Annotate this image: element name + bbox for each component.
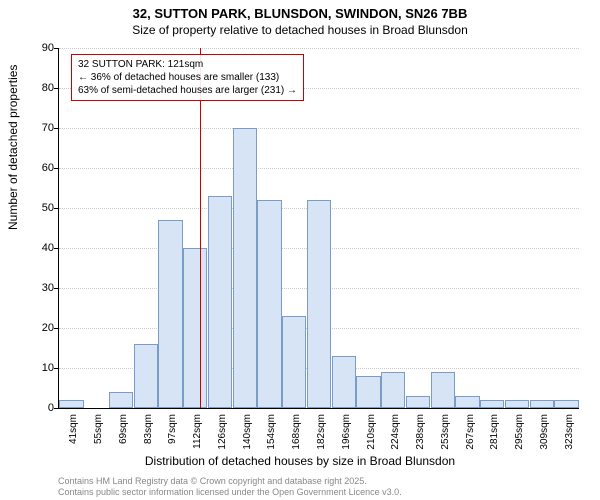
x-tick-label: 309sqm: [539, 414, 550, 450]
x-tick-label: 168sqm: [291, 414, 302, 450]
x-tick-label: 323sqm: [564, 414, 575, 450]
plot-area: 32 SUTTON PARK: 121sqm ← 36% of detached…: [58, 48, 579, 409]
x-tick-label: 267sqm: [465, 414, 476, 450]
annotation-line1: 32 SUTTON PARK: 121sqm: [78, 58, 297, 71]
y-tick: [54, 208, 59, 209]
x-tick-label: 295sqm: [514, 414, 525, 450]
annotation-line3: 63% of semi-detached houses are larger (…: [78, 84, 297, 97]
histogram-bar: [381, 372, 405, 408]
y-tick-label: 40: [30, 242, 54, 254]
y-tick-label: 30: [30, 282, 54, 294]
y-tick-label: 90: [30, 42, 54, 54]
y-tick-label: 80: [30, 82, 54, 94]
histogram-bar: [431, 372, 455, 408]
y-axis-label: Number of detached properties: [6, 65, 20, 230]
histogram-bar: [455, 396, 479, 408]
histogram-bar: [307, 200, 331, 408]
y-tick: [54, 88, 59, 89]
histogram-bar: [282, 316, 306, 408]
y-tick-label: 50: [30, 202, 54, 214]
histogram-bar: [257, 200, 281, 408]
x-tick-label: 196sqm: [341, 414, 352, 450]
histogram-bar: [183, 248, 207, 408]
histogram-bar: [59, 400, 83, 408]
y-tick: [54, 288, 59, 289]
x-tick-label: 69sqm: [118, 414, 129, 444]
title-main: 32, SUTTON PARK, BLUNSDON, SWINDON, SN26…: [0, 0, 600, 21]
footer-line2: Contains public sector information licen…: [58, 487, 402, 498]
reference-line: [200, 48, 201, 408]
histogram-bar: [505, 400, 529, 408]
histogram-bar: [134, 344, 158, 408]
gridline: [59, 168, 579, 170]
histogram-bar: [208, 196, 232, 408]
x-axis-label: Distribution of detached houses by size …: [0, 454, 600, 468]
title-sub: Size of property relative to detached ho…: [0, 21, 600, 37]
y-tick-label: 10: [30, 362, 54, 374]
y-tick: [54, 368, 59, 369]
histogram-bar: [233, 128, 257, 408]
histogram-bar: [554, 400, 578, 408]
histogram-bar: [530, 400, 554, 408]
histogram-bar: [158, 220, 182, 408]
y-tick: [54, 168, 59, 169]
chart-container: 32, SUTTON PARK, BLUNSDON, SWINDON, SN26…: [0, 0, 600, 500]
y-tick-label: 70: [30, 122, 54, 134]
x-tick-label: 210sqm: [366, 414, 377, 450]
x-tick-label: 55sqm: [93, 414, 104, 444]
x-tick-label: 126sqm: [217, 414, 228, 450]
y-tick: [54, 408, 59, 409]
histogram-bar: [356, 376, 380, 408]
y-tick: [54, 248, 59, 249]
histogram-bar: [406, 396, 430, 408]
y-tick-label: 0: [30, 402, 54, 414]
x-tick-label: 281sqm: [489, 414, 500, 450]
x-tick-label: 83sqm: [143, 414, 154, 444]
footer: Contains HM Land Registry data © Crown c…: [58, 476, 402, 498]
x-tick-label: 97sqm: [167, 414, 178, 444]
annotation-line2: ← 36% of detached houses are smaller (13…: [78, 71, 297, 84]
x-tick-label: 253sqm: [440, 414, 451, 450]
x-tick-label: 154sqm: [266, 414, 277, 450]
histogram-bar: [332, 356, 356, 408]
histogram-bar: [480, 400, 504, 408]
annotation-box: 32 SUTTON PARK: 121sqm ← 36% of detached…: [71, 54, 304, 101]
x-tick-label: 140sqm: [242, 414, 253, 450]
gridline: [59, 48, 579, 50]
y-tick-label: 20: [30, 322, 54, 334]
footer-line1: Contains HM Land Registry data © Crown c…: [58, 476, 402, 487]
x-tick-label: 238sqm: [415, 414, 426, 450]
histogram-bar: [109, 392, 133, 408]
y-tick-label: 60: [30, 162, 54, 174]
x-tick-label: 182sqm: [316, 414, 327, 450]
x-tick-label: 112sqm: [192, 414, 203, 449]
x-tick-label: 41sqm: [68, 414, 79, 444]
y-tick: [54, 48, 59, 49]
x-tick-label: 224sqm: [390, 414, 401, 450]
y-tick: [54, 128, 59, 129]
gridline: [59, 128, 579, 130]
y-tick: [54, 328, 59, 329]
